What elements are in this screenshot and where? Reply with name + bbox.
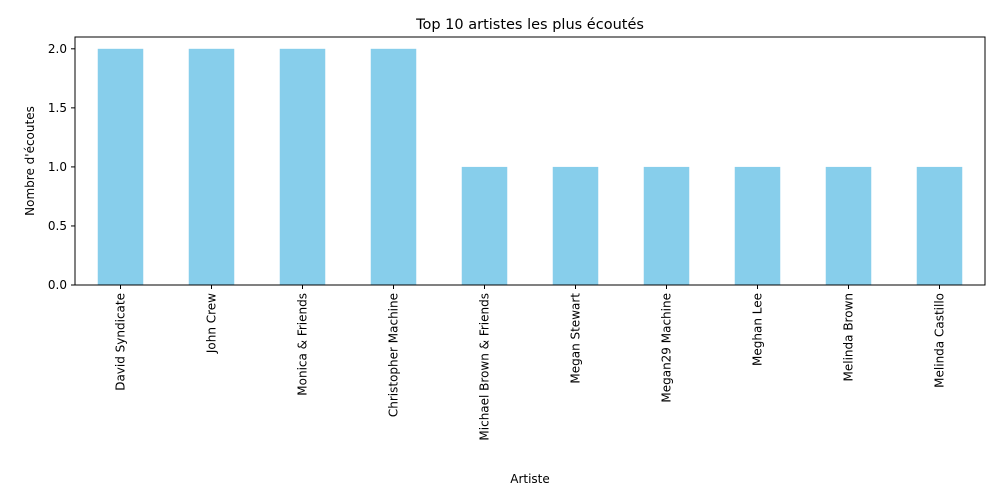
x-tick-label: Megan Stewart: [569, 293, 583, 384]
y-tick-label: 1.5: [48, 101, 67, 115]
chart-title: Top 10 artistes les plus écoutés: [415, 17, 644, 33]
x-axis: David Syndicate John Crew Monica & Friends…: [114, 285, 947, 441]
bar-10: [916, 166, 963, 285]
x-tick-label: Melinda Castillo: [933, 293, 947, 388]
x-tick-label: Melinda Brown: [842, 293, 856, 381]
y-tick-label: 2.0: [48, 42, 67, 56]
y-axis-label: Nombre d'écoutes: [23, 106, 37, 216]
x-tick-label: Megan29 Machine: [660, 293, 674, 403]
plot-frame: [74, 36, 986, 286]
x-tick-label: Monica & Friends: [296, 293, 310, 396]
bar-3: [279, 48, 326, 285]
bar-7: [643, 166, 690, 285]
bar-9: [825, 166, 872, 285]
bar-1: [97, 48, 144, 285]
y-axis: 0.0 0.5 1.0 1.5 2.0: [48, 42, 75, 292]
y-tick-label: 1.0: [48, 160, 67, 174]
y-tick-label: 0.5: [48, 219, 67, 233]
x-tick-label: Christopher Machine: [387, 293, 401, 417]
y-tick-label: 0.0: [48, 278, 67, 292]
bar-6: [552, 166, 599, 285]
x-axis-label: Artiste: [510, 472, 550, 486]
bar-2: [188, 48, 235, 285]
bar-5: [461, 166, 508, 285]
bar-8: [734, 166, 781, 285]
x-tick-label: John Crew: [205, 293, 219, 354]
x-tick-label: Meghan Lee: [751, 293, 765, 366]
bar-4: [370, 48, 417, 285]
x-tick-label: Michael Brown & Friends: [478, 293, 492, 441]
x-tick-label: David Syndicate: [114, 293, 128, 391]
bars-group: [97, 48, 963, 285]
